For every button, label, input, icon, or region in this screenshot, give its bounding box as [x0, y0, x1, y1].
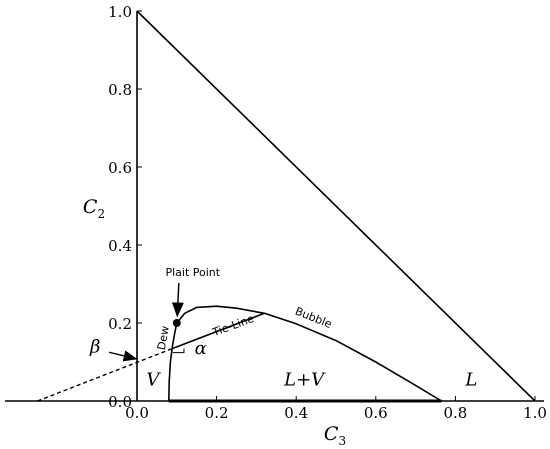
- dew-label: Dew: [155, 325, 172, 351]
- y-tick-label: 0.2: [108, 315, 132, 333]
- tie-line-label: Tie-Line: [210, 312, 256, 339]
- x-tick-label: 1.0: [523, 404, 547, 422]
- plait-point-marker: [172, 319, 181, 327]
- y-axis-title: C2: [83, 196, 105, 221]
- axes-layer: 0.0 0.2 0.4 0.6 0.8 1.0 0.0 0.2 0.4 0.6 0.8 1.0 C3 C2: [5, 3, 547, 448]
- x-tick-label: 0.8: [443, 404, 467, 422]
- hypotenuse-line: [136, 10, 536, 402]
- x-tick-label: 0.0: [125, 404, 149, 422]
- region-lv-label: L+V: [283, 369, 326, 390]
- beta-arrow: [108, 350, 138, 362]
- x-tick-label: 0.4: [284, 404, 308, 422]
- tie-line: [172, 312, 265, 350]
- y-tick-label: 0.0: [108, 393, 132, 411]
- y-tick-label: 0.4: [108, 237, 132, 255]
- y-tick-label: 0.8: [108, 81, 132, 99]
- bubble-label: Bubble: [293, 305, 334, 331]
- curves-layer: [37, 305, 442, 403]
- alpha-label: α: [195, 338, 207, 359]
- plait-point-arrow: [171, 282, 184, 318]
- dew-curve: [168, 322, 178, 402]
- region-v-label: V: [146, 369, 161, 390]
- tie-line-extension: [37, 347, 174, 402]
- y-tick-label: 0.6: [108, 159, 132, 177]
- region-l-label: L: [464, 369, 477, 390]
- plait-point-label: Plait Point: [165, 266, 220, 279]
- x-axis-title: C3: [324, 423, 346, 448]
- y-tick-label: 1.0: [108, 3, 132, 21]
- beta-label: β: [89, 336, 100, 357]
- alpha-angle-mark: [172, 348, 185, 354]
- x-tick-label: 0.2: [205, 404, 229, 422]
- x-tick-label: 0.6: [364, 404, 388, 422]
